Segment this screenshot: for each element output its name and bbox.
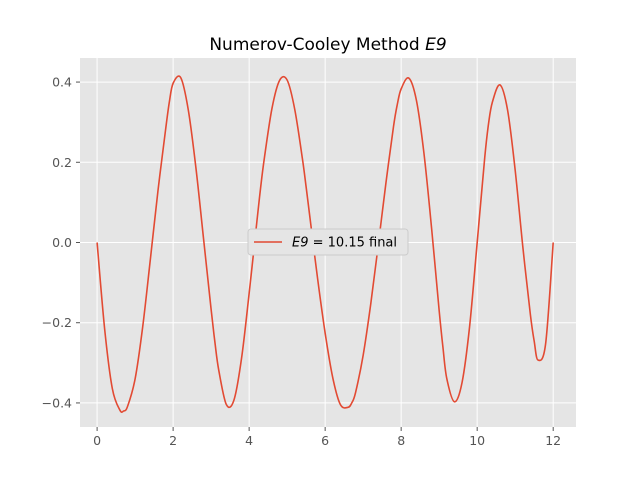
chart-title: Numerov-Cooley Method E9 (209, 35, 446, 55)
y-tick-label: 0.2 (52, 155, 72, 170)
x-tick-label: 8 (397, 433, 405, 448)
x-tick-label: 0 (93, 433, 101, 448)
x-tick-label: 4 (245, 433, 253, 448)
legend: E9 = 10.15 final (247, 228, 409, 256)
series-layer (96, 75, 554, 414)
y-tick-label: −0.2 (42, 315, 72, 330)
series-line (96, 75, 554, 414)
x-tick-label: 10 (469, 433, 485, 448)
chart-title-symbol: E9 (425, 35, 447, 55)
x-tick-label: 12 (545, 433, 561, 448)
legend-label: E9 = 10.15 final (292, 236, 397, 251)
legend-label-symbol: E9 (292, 236, 309, 251)
legend-label-rest: = 10.15 final (309, 236, 398, 251)
axis-ticks: 0 2 4 6 8 10 12 −0.4 −0.2 0.0 0.2 0.4 (42, 75, 562, 448)
chart-title-prefix: Numerov-Cooley Method (209, 35, 425, 55)
y-tick-label: 0.0 (52, 235, 72, 250)
y-tick-label: −0.4 (42, 395, 72, 410)
legend-box (247, 228, 409, 256)
x-tick-label: 6 (321, 433, 329, 448)
y-tick-label: 0.4 (52, 75, 72, 90)
x-tick-label: 2 (169, 433, 177, 448)
